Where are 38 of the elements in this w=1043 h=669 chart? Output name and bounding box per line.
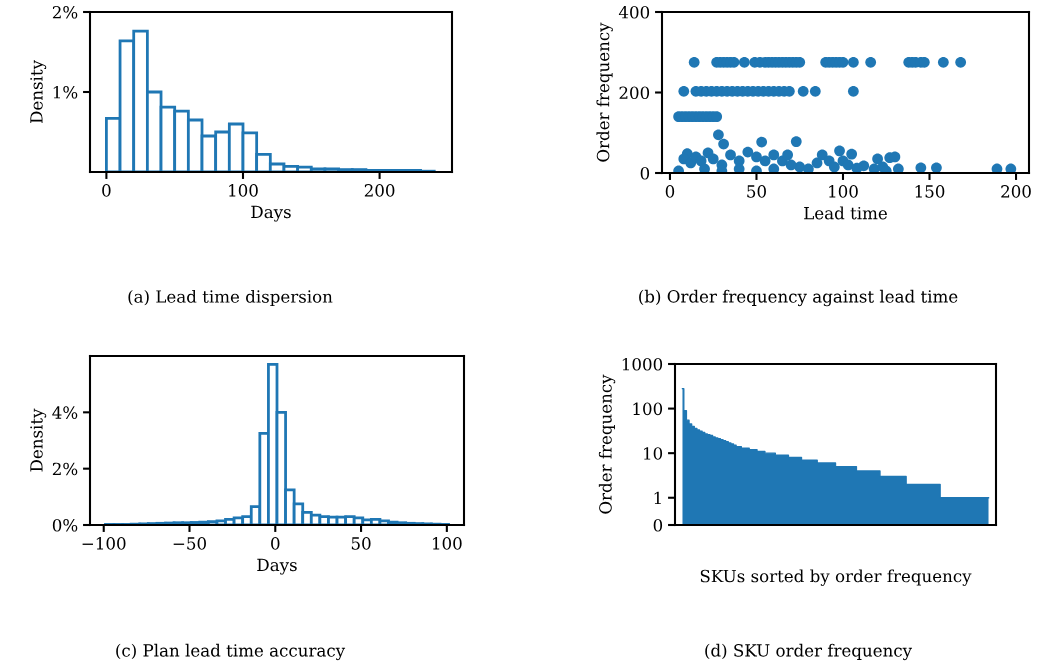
x-tick-label: 200 xyxy=(364,184,395,197)
x-tick-label: 50 xyxy=(351,537,371,550)
x-tick-label: 150 xyxy=(915,185,945,198)
y-axis-title: Density xyxy=(30,60,47,124)
y-tick-label: 400 xyxy=(618,5,650,19)
text: (a) Lead time dispersion xyxy=(128,289,333,307)
x-tick-label: 0 xyxy=(665,185,675,198)
x-axis-title: Days xyxy=(257,558,297,575)
y-tick-label: 0% xyxy=(52,518,78,532)
x-tick-label: −100 xyxy=(82,537,126,550)
x-axis-title: SKUs sorted by order frequency xyxy=(700,569,972,586)
y-tick-label: 1000 xyxy=(622,357,663,371)
y-axis-title: Order frequency xyxy=(596,22,613,162)
text: (d) SKU order frequency xyxy=(705,643,913,661)
y-tick-label: 4% xyxy=(52,406,78,419)
x-tick-label: 100 xyxy=(432,537,462,550)
x-axis-title: Lead time xyxy=(804,206,887,220)
y-tick-label: 200 xyxy=(619,86,650,100)
x-tick-label: 0 xyxy=(271,537,280,550)
y-axis-title: Density xyxy=(30,408,47,472)
text: (b) Order frequency against lead time xyxy=(639,289,958,307)
x-tick-label: 200 xyxy=(1001,185,1031,198)
y-tick-label: 1% xyxy=(53,85,78,99)
y-tick-label: 1 xyxy=(654,491,661,505)
text: (c) Plan lead time accuracy xyxy=(116,643,346,661)
y-tick-label: 0 xyxy=(653,518,663,532)
y-tick-label: 2% xyxy=(52,462,78,476)
x-tick-label: −50 xyxy=(173,537,206,550)
y-tick-label: 0 xyxy=(640,166,650,180)
y-tick-label: 2% xyxy=(52,5,78,19)
y-tick-label: 10 xyxy=(644,447,663,460)
x-tick-label: 50 xyxy=(747,185,766,198)
y-tick-label: 100 xyxy=(633,402,663,416)
x-tick-label: 0 xyxy=(102,184,111,197)
y-axis-title: Order frequency xyxy=(598,374,616,514)
x-tick-label: 100 xyxy=(229,184,258,197)
x-axis-title: Days xyxy=(251,205,291,222)
x-tick-label: 100 xyxy=(829,185,858,198)
